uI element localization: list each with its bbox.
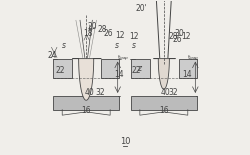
Text: t$_{gap}$: t$_{gap}$ bbox=[117, 54, 130, 64]
Text: 28: 28 bbox=[98, 25, 107, 34]
Text: 16: 16 bbox=[159, 106, 169, 115]
Polygon shape bbox=[131, 96, 197, 110]
Text: 20: 20 bbox=[88, 22, 97, 31]
Text: 26: 26 bbox=[104, 29, 113, 38]
Text: 12: 12 bbox=[115, 31, 124, 40]
Text: 28: 28 bbox=[168, 32, 178, 41]
Text: s: s bbox=[132, 41, 136, 50]
Text: 32: 32 bbox=[169, 88, 178, 97]
Text: 22: 22 bbox=[132, 66, 141, 75]
Text: 24: 24 bbox=[48, 51, 58, 60]
Text: 22: 22 bbox=[56, 66, 65, 75]
Text: s: s bbox=[62, 41, 66, 50]
Text: z: z bbox=[137, 64, 141, 73]
Text: s: s bbox=[115, 41, 119, 50]
Text: 10: 10 bbox=[120, 137, 130, 146]
Text: 12: 12 bbox=[182, 32, 191, 41]
Polygon shape bbox=[101, 59, 119, 78]
Text: 40: 40 bbox=[160, 88, 170, 97]
Text: 14: 14 bbox=[182, 71, 192, 80]
Polygon shape bbox=[72, 59, 101, 100]
Text: 30: 30 bbox=[174, 29, 184, 38]
Polygon shape bbox=[53, 59, 72, 78]
Text: 32: 32 bbox=[95, 88, 105, 97]
Text: 26: 26 bbox=[173, 35, 182, 44]
Polygon shape bbox=[179, 59, 197, 78]
Text: 12: 12 bbox=[130, 32, 139, 41]
Polygon shape bbox=[53, 96, 119, 110]
Text: 18: 18 bbox=[83, 29, 92, 38]
Text: 40: 40 bbox=[84, 88, 94, 97]
Polygon shape bbox=[154, 59, 176, 89]
Text: 16: 16 bbox=[81, 106, 91, 115]
Polygon shape bbox=[131, 59, 150, 78]
Text: t$_{gap}$: t$_{gap}$ bbox=[187, 54, 200, 64]
Text: 20': 20' bbox=[136, 4, 147, 13]
Text: 14: 14 bbox=[114, 71, 124, 80]
